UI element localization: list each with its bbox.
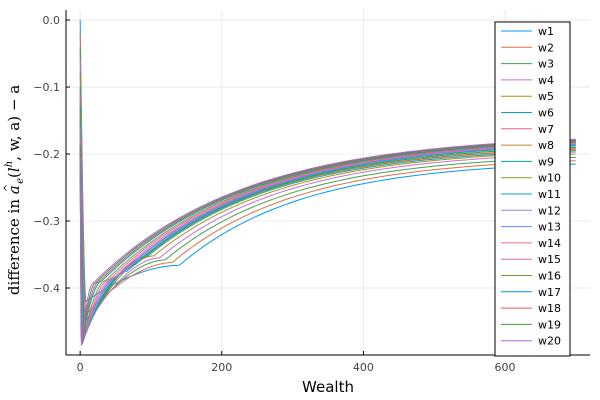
series-line-w18	[79, 140, 576, 345]
legend-box	[494, 21, 571, 357]
legend-label-w20: w20	[538, 335, 561, 348]
legend-label-w9: w9	[538, 155, 554, 168]
x-axis-title: Wealth	[302, 378, 354, 396]
y-axis-title-a: a	[5, 185, 23, 194]
legend-label-w13: w13	[538, 221, 561, 234]
legend: w1 w2 w3 w4 w5 w6 w7 w8 w9 w10 w11 w12 w13 w14 w15 w16 w…	[494, 21, 571, 357]
legend-label-w12: w12	[538, 204, 561, 217]
series-line-w13	[79, 133, 576, 344]
y-axis-title-args-rest: , w, a)	[5, 116, 23, 161]
legend-label-w5: w5	[538, 90, 554, 103]
y-tick-label-1: −0.1	[33, 81, 60, 94]
series-line-w15	[79, 140, 576, 345]
legend-label-w15: w15	[538, 253, 561, 266]
legend-label-w7: w7	[538, 123, 554, 136]
y-tick-label-0: 0.0	[43, 14, 61, 27]
legend-label-w14: w14	[538, 237, 561, 250]
series-line-w4	[79, 60, 576, 329]
legend-label-w10: w10	[538, 172, 561, 185]
series-line-w17	[79, 140, 576, 345]
y-axis-title-subscript-e: e	[15, 178, 26, 184]
x-tick-label-3: 600	[495, 361, 516, 374]
legend-label-w8: w8	[538, 139, 554, 152]
series-line-w19	[79, 139, 576, 346]
legend-label-w19: w19	[538, 318, 561, 331]
y-tick-label-3: −0.3	[33, 215, 60, 228]
y-axis-title-minus-a: − a	[5, 85, 23, 116]
series-line-w12	[79, 127, 576, 343]
x-tick-label-1: 200	[211, 361, 232, 374]
legend-label-w2: w2	[538, 41, 554, 54]
series-line-w20	[79, 138, 576, 346]
x-tick-label-0: 0	[77, 361, 84, 374]
legend-label-w16: w16	[538, 270, 561, 283]
y-tick-label-2: −0.2	[33, 148, 60, 161]
y-axis-title-args-open: (	[5, 172, 23, 178]
legend-label-w11: w11	[538, 188, 561, 201]
y-axis-title-hat: ^	[3, 184, 14, 192]
y-axis-title-prefix: difference in	[5, 194, 23, 295]
series-line-w14	[79, 137, 576, 344]
y-axis-title-l: l	[5, 167, 23, 172]
y-tick-label-4: −0.4	[33, 282, 60, 295]
legend-label-w4: w4	[538, 74, 554, 87]
legend-label-w17: w17	[538, 286, 561, 299]
legend-label-w3: w3	[538, 58, 554, 71]
legend-label-w1: w1	[538, 25, 554, 38]
series-line-w16	[79, 141, 576, 345]
tick-labels: 0 200 400 600 0.0 −0.1 −0.2 −0.3 −0.4	[33, 14, 515, 374]
legend-label-w18: w18	[538, 302, 561, 315]
y-axis-title: difference in a^e(lh, w, a) − a	[3, 85, 26, 295]
legend-label-w6: w6	[538, 107, 554, 120]
series-layer	[79, 20, 576, 346]
y-axis-title-superscript-h: h	[4, 161, 15, 167]
x-tick-label-2: 400	[353, 361, 374, 374]
